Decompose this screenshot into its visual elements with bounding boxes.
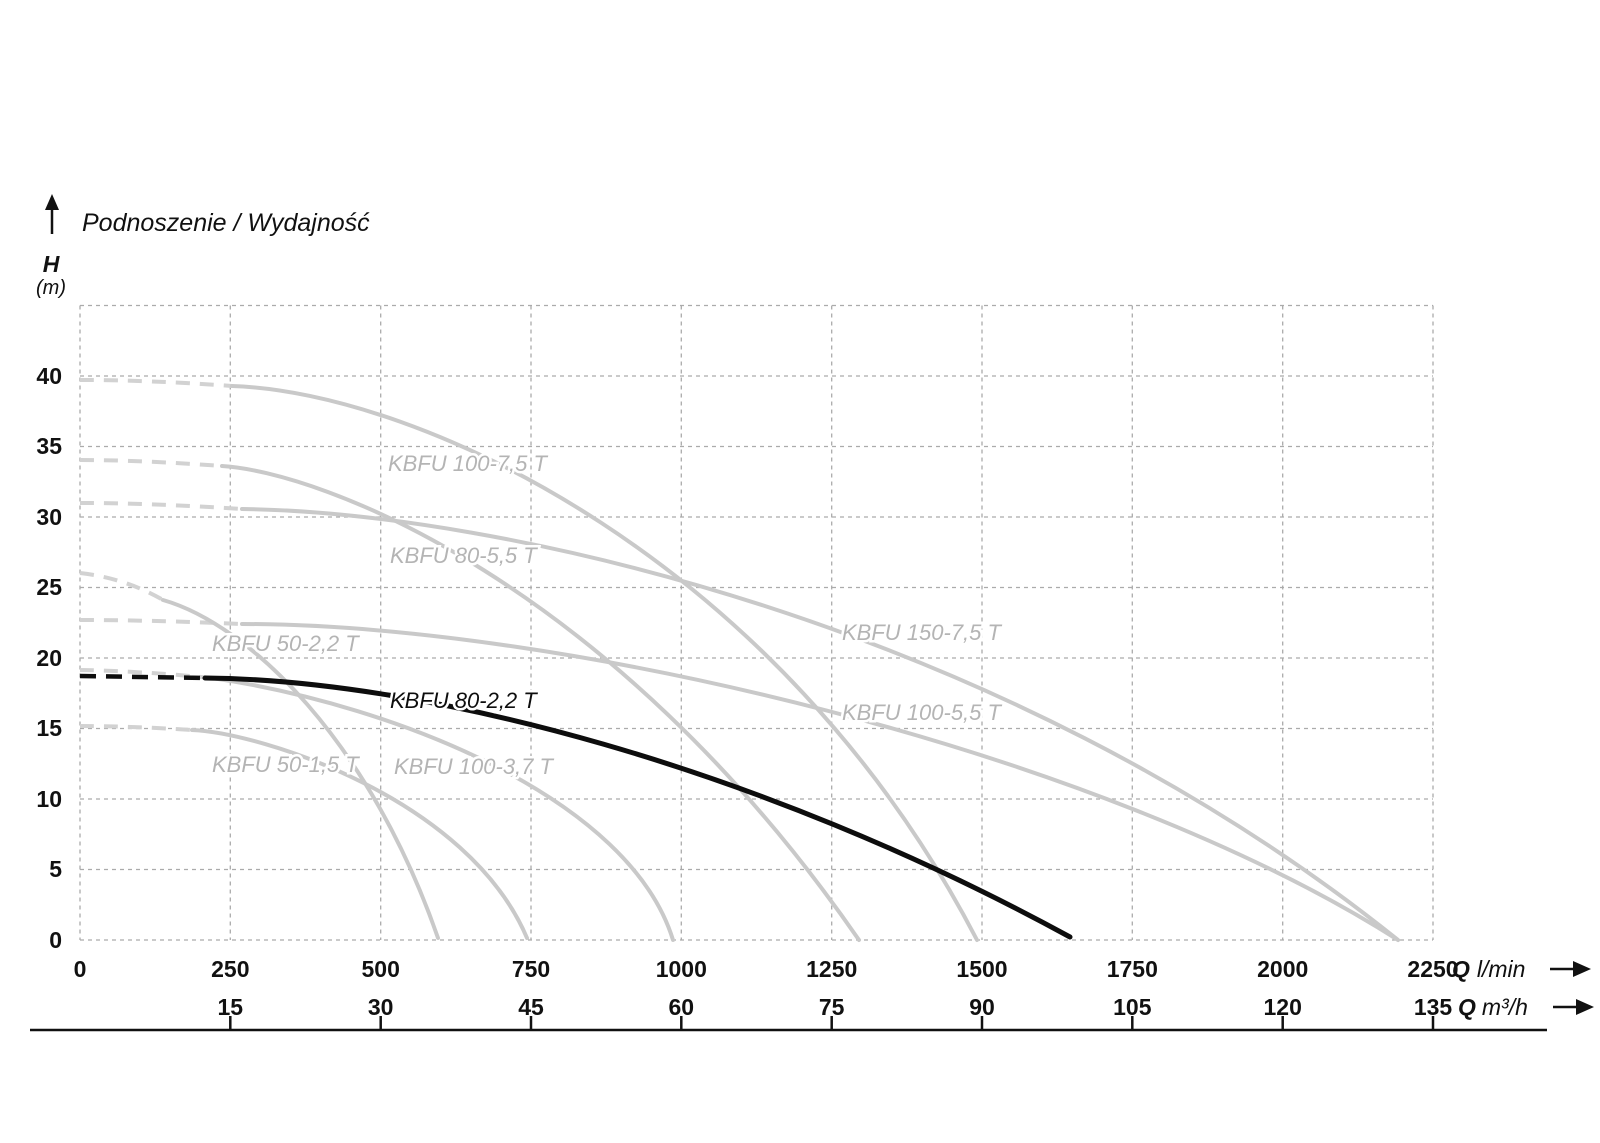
- curve-intro-kbfu-80-2-2t: [79, 673, 206, 681]
- curve-intro-kbfu-100-5-5t: [79, 618, 243, 626]
- y-tick-35: 35: [36, 433, 62, 459]
- curve-intro-kbfu-100-7-5t: [79, 378, 233, 388]
- y-tick-20: 20: [36, 645, 62, 671]
- curve-kbfu-80-5-5t: [220, 464, 861, 942]
- curve-kbfu-50-1-5t: [190, 728, 529, 940]
- curve-label-kbfu-150-7-5t: KBFU 150-7,5 T: [842, 620, 1003, 645]
- y-tick-25: 25: [36, 574, 62, 600]
- x-m3h-tick-30: 30: [368, 994, 394, 1020]
- curve-intro-kbfu-50-2-2t: [79, 571, 165, 602]
- curve-intro-kbfu-50-1-5t: [79, 724, 193, 732]
- y-tick-10: 10: [36, 786, 62, 812]
- curve-intro-kbfu-150-7-5t: [79, 501, 243, 511]
- curve-kbfu-100-7-5t: [230, 384, 979, 942]
- x-tick-labels-lmin: 0 250 500 750 1000 1250 1500 1750 2000 2…: [74, 956, 1526, 982]
- x-m3h-tick-75: 75: [819, 994, 845, 1020]
- x-lmin-tick-750: 750: [512, 956, 550, 982]
- curve-label-kbfu-80-5-5t: KBFU 80-5,5 T: [390, 543, 538, 568]
- x-lmin-tick-1500: 1500: [956, 956, 1007, 982]
- x-m3h-tick-60: 60: [669, 994, 695, 1020]
- curves: [79, 384, 1400, 942]
- x-m3h-tick-105: 105: [1113, 994, 1152, 1020]
- curve-intros: [79, 378, 243, 732]
- curve-label-kbfu-100-3-7t: KBFU 100-3,7 T: [394, 754, 555, 779]
- x-m3h-tick-120: 120: [1264, 994, 1302, 1020]
- y-tick-40: 40: [36, 363, 62, 389]
- x-lmin-tick-2000: 2000: [1257, 956, 1308, 982]
- curve-label-kbfu-80-2-2t: KBFU 80-2,2 T: [390, 688, 538, 713]
- curve-kbfu-150-7-5t: [240, 507, 1400, 942]
- x-m3h-tick-135: 135: [1414, 994, 1453, 1020]
- x-m3h-tick-90: 90: [969, 994, 995, 1020]
- curve-label-kbfu-100-7-5t: KBFU 100-7,5 T: [388, 451, 549, 476]
- x-lmin-tick-250: 250: [211, 956, 249, 982]
- y-axis-unit: (m): [36, 277, 66, 299]
- x-m3h-tick-45: 45: [518, 994, 544, 1020]
- curve-label-kbfu-100-5-5t: KBFU 100-5,5 T: [842, 700, 1003, 725]
- x-lmin-tick-1000: 1000: [656, 956, 707, 982]
- y-tick-labels: 40 35 30 25 20 15 10 5 0: [36, 363, 62, 953]
- y-tick-30: 30: [36, 504, 62, 530]
- x-lmin-tick-1250: 1250: [806, 956, 857, 982]
- curve-intro-kbfu-100-3-7t: [79, 668, 213, 680]
- y-tick-0: 0: [49, 927, 62, 953]
- curve-kbfu-50-2-2t: [161, 598, 440, 940]
- x-axis-baseline: [30, 1016, 1547, 1032]
- curve-kbfu-80-2-2t: [202, 675, 1073, 940]
- curve-intro-kbfu-80-5-5t: [79, 458, 223, 468]
- y-tick-5: 5: [49, 856, 62, 882]
- x-axis-lmin-arrow-icon: [1550, 961, 1591, 977]
- x-lmin-tick-500: 500: [362, 956, 400, 982]
- y-axis-arrow-icon: [45, 194, 59, 234]
- x-lmin-tick-2250: 2250: [1407, 956, 1458, 982]
- curve-kbfu-100-3-7t: [210, 676, 675, 942]
- curve-label-kbfu-50-1-5t: KBFU 50-1,5 T: [212, 752, 360, 777]
- x-lmin-tick-1750: 1750: [1107, 956, 1158, 982]
- chart-title: Podnoszenie / Wydajność: [82, 209, 370, 237]
- curve-kbfu-100-5-5t: [240, 622, 1400, 942]
- x-axis-m3h-arrow-icon: [1553, 999, 1594, 1015]
- curve-label-kbfu-50-2-2t: KBFU 50-2,2 T: [212, 631, 360, 656]
- y-axis-symbol: H: [43, 251, 60, 277]
- y-tick-15: 15: [36, 715, 62, 741]
- x-m3h-tick-15: 15: [218, 994, 244, 1020]
- curve-labels: KBFU 100-7,5 T KBFU 80-5,5 T KBFU 150-7,…: [210, 449, 1006, 782]
- x-lmin-tick-0: 0: [74, 956, 87, 982]
- grid: [79, 304, 1434, 941]
